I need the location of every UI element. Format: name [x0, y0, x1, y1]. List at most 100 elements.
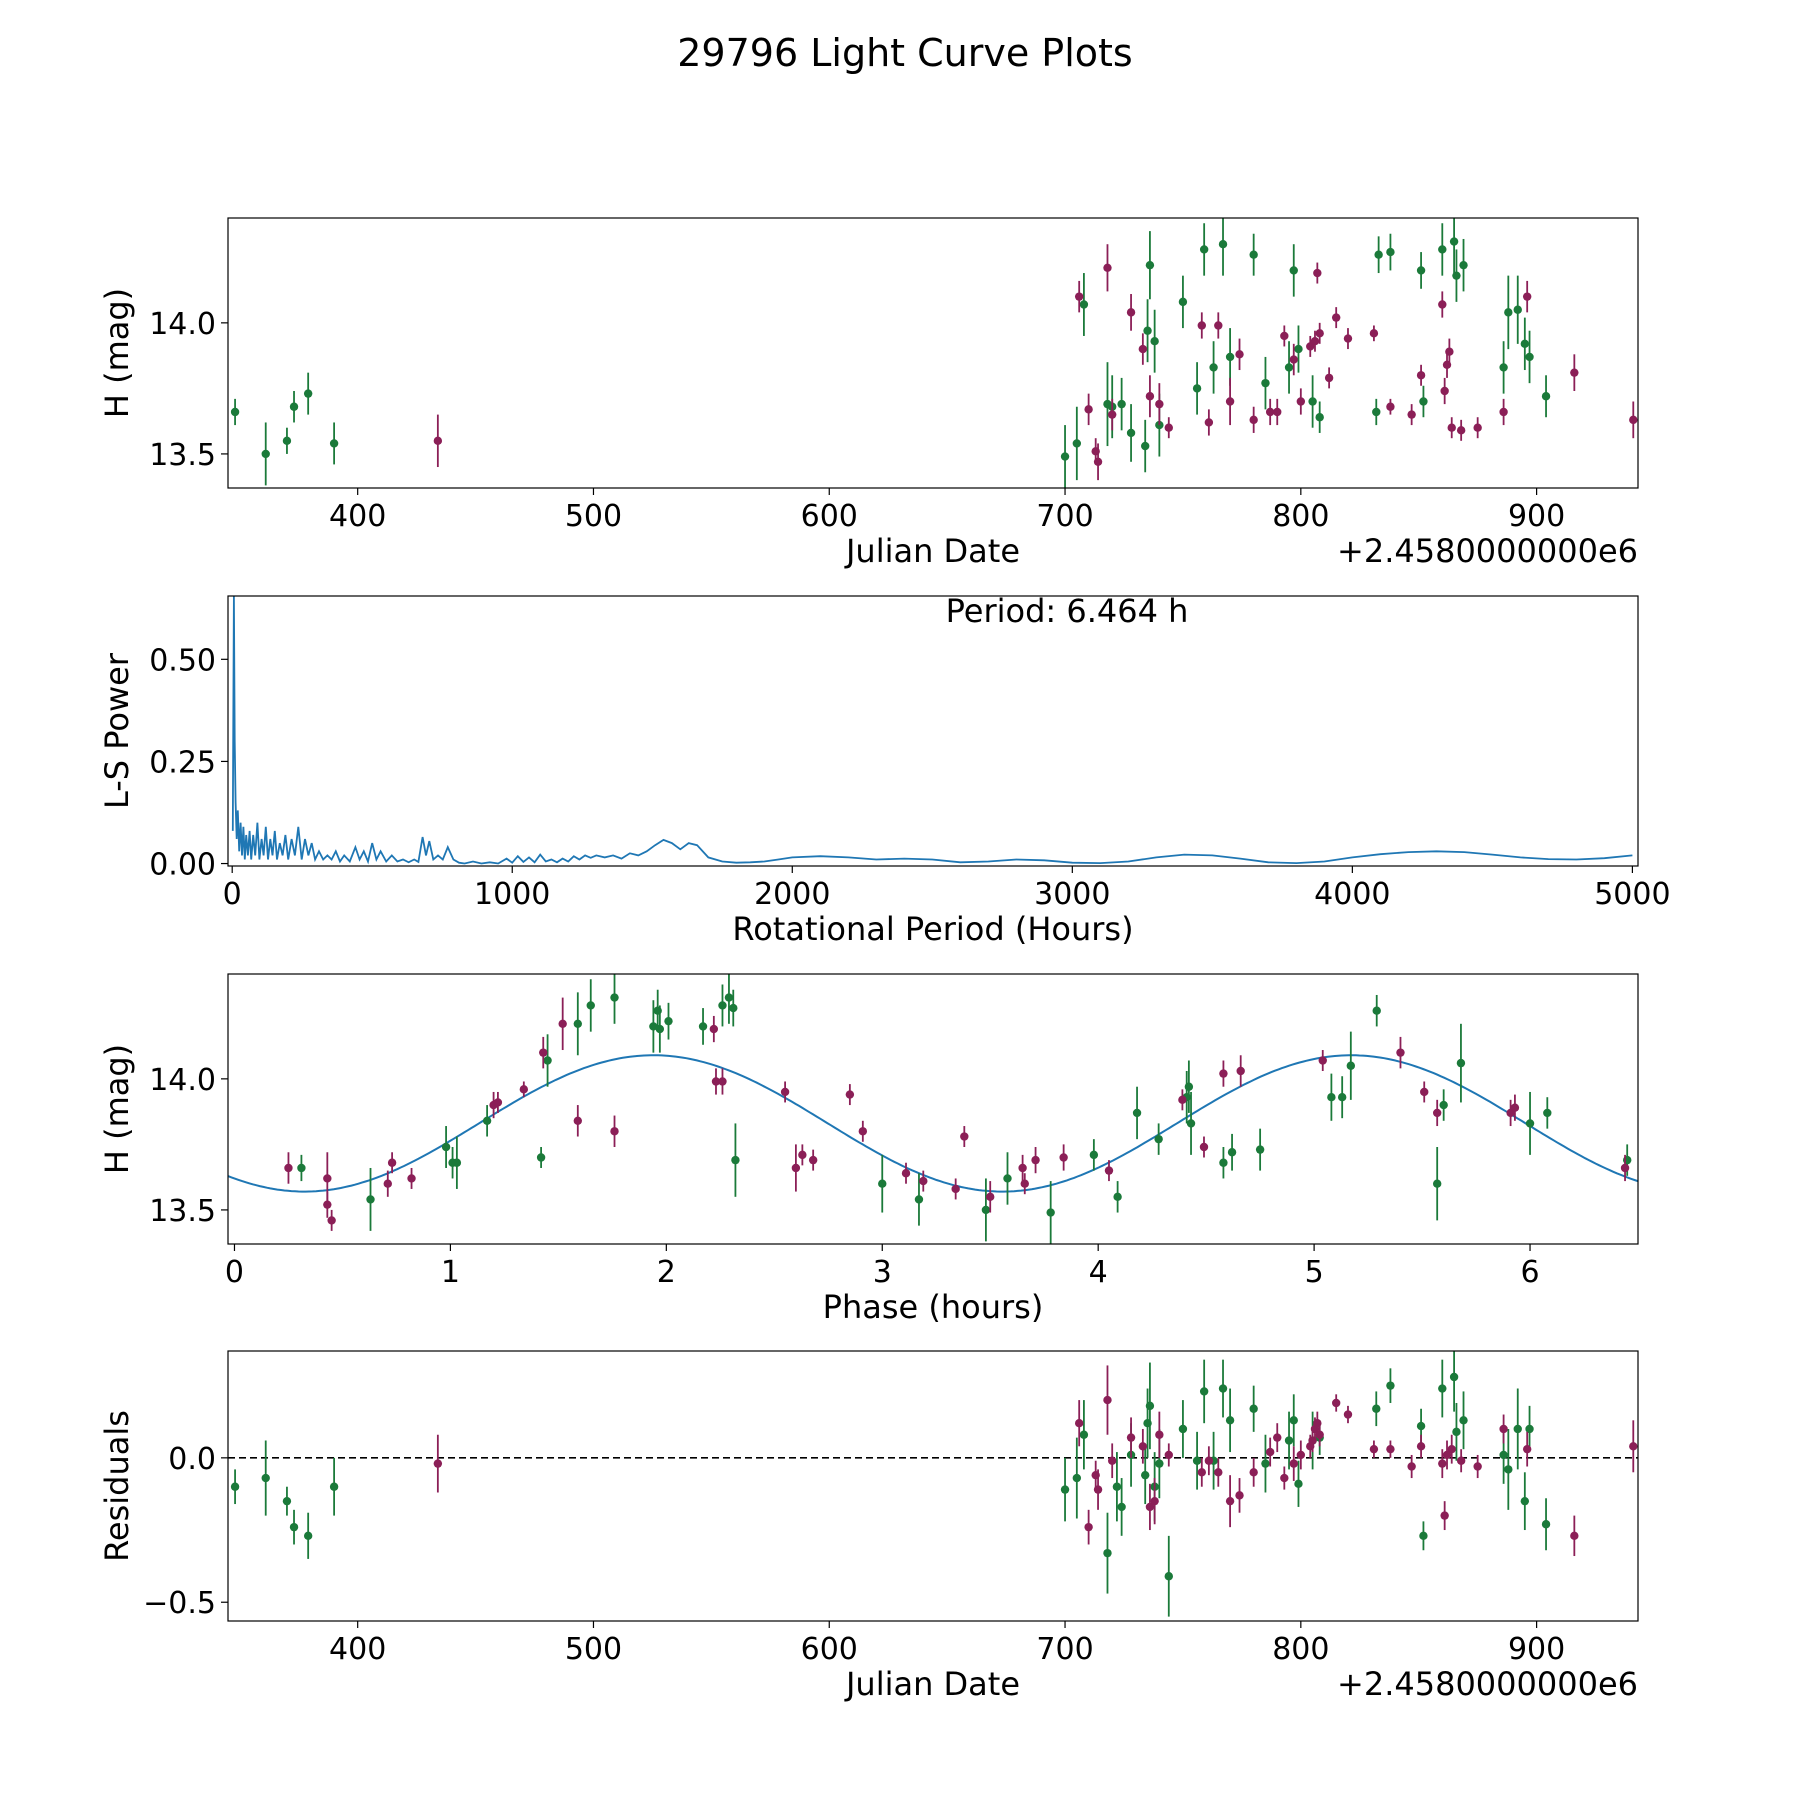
green-data-point [718, 1001, 727, 1010]
green-data-point [981, 1205, 991, 1215]
green-data-point [1337, 1093, 1347, 1102]
purple-data-point [1020, 1179, 1029, 1188]
green-data-point [543, 1056, 552, 1065]
green-data-point [1178, 1424, 1188, 1434]
periodogram-ytick-label: 0.50 [149, 643, 216, 678]
purple-data-point [1432, 1108, 1442, 1118]
purple-data-point [1265, 407, 1275, 417]
periodogram-xtick-label: 3000 [1034, 877, 1110, 912]
green-data-point [1003, 1174, 1012, 1183]
periodogram-xtick-label: 2000 [754, 877, 830, 912]
purple-data-point [1145, 1502, 1155, 1512]
residuals-xtick-label: 400 [329, 1632, 386, 1667]
periodogram-ticks: 0 1000 2000 3000 4000 5000 0.00 0.25 0.50 [149, 643, 1670, 912]
green-data-point [1541, 392, 1551, 401]
purple-data-point [387, 1158, 397, 1167]
green-data-point [1386, 1381, 1395, 1390]
phased-ytick-label: 13.5 [149, 1194, 216, 1229]
green-data-point [1525, 1424, 1534, 1434]
purple-data-point [1331, 1398, 1341, 1408]
purple-data-point [1447, 1444, 1456, 1454]
purple-data-point [1145, 392, 1155, 401]
purple-data-point [1093, 457, 1103, 466]
residuals-frame [227, 1350, 1639, 1622]
green-data-point [366, 1195, 375, 1204]
purple-data-point [383, 1179, 392, 1188]
lightcurve-xtick-label: 500 [565, 499, 622, 534]
purple-data-point [1235, 1491, 1244, 1500]
purple-data-point [1499, 1424, 1508, 1434]
green-data-point [1284, 363, 1294, 372]
purple-data-point [1155, 1430, 1164, 1439]
green-data-point [1504, 308, 1513, 317]
phased-xtick-label: 5 [1305, 1255, 1324, 1290]
green-data-point [1452, 271, 1461, 280]
green-data-point [1219, 1158, 1228, 1167]
lightcurve-xtick-label: 400 [329, 499, 386, 534]
green-data-point [482, 1116, 492, 1125]
figure-title: 29796 Light Curve Plots [677, 31, 1132, 75]
green-data-point [655, 1024, 665, 1034]
purple-data-point [1103, 1395, 1112, 1405]
green-data-point [289, 402, 299, 411]
phased-xtick-label: 1 [441, 1255, 460, 1290]
green-data-point [1449, 237, 1459, 246]
green-data-point [303, 1531, 313, 1541]
purple-data-point [1499, 407, 1508, 417]
green-data-point [1249, 250, 1258, 259]
lightcurve-xtick-label: 800 [1272, 499, 1329, 534]
purple-data-point [1084, 1522, 1093, 1532]
purple-data-point [1522, 292, 1532, 301]
residuals-ylabel: Residuals [98, 1410, 136, 1562]
green-data-point [1089, 1150, 1099, 1160]
green-data-point [1218, 240, 1228, 249]
purple-data-point [1296, 1450, 1306, 1460]
green-data-point [729, 1003, 738, 1013]
purple-data-point [1199, 1142, 1209, 1152]
green-data-point [1513, 305, 1522, 314]
green-data-point [261, 449, 270, 459]
periodogram-marks [231, 596, 1633, 865]
green-data-point [649, 1022, 658, 1031]
green-data-point [1184, 1082, 1194, 1091]
green-data-point [1113, 1192, 1122, 1202]
purple-data-point [1313, 268, 1322, 278]
purple-data-point [1155, 399, 1164, 409]
green-data-point [1141, 1470, 1150, 1480]
purple-data-point [1396, 1048, 1405, 1057]
periodogram-ytick-label: 0.25 [149, 745, 216, 780]
purple-data-point [1570, 1531, 1579, 1541]
purple-data-point [1225, 397, 1235, 406]
green-data-point [1346, 1061, 1356, 1070]
purple-data-point [1407, 410, 1416, 419]
lightcurve-xtick-label: 700 [1036, 499, 1093, 534]
residuals-xtick-label: 700 [1036, 1632, 1093, 1667]
green-data-point [1199, 245, 1209, 254]
green-data-point [1438, 245, 1447, 254]
green-data-point [1308, 397, 1317, 406]
purple-data-point [1296, 397, 1306, 406]
purple-data-point [1440, 386, 1449, 396]
purple-data-point [1416, 371, 1426, 380]
residuals-ytick-label: 0.0 [168, 1442, 216, 1477]
green-data-point [536, 1153, 546, 1162]
purple-data-point [1074, 1418, 1084, 1428]
purple-data-point [1447, 423, 1456, 432]
phased-ticks: 0 1 2 3 4 5 6 13.5 14.0 [149, 1063, 1539, 1290]
green-data-point [1186, 1119, 1196, 1128]
purple-data-point [327, 1216, 336, 1225]
purple-data-point [1280, 331, 1289, 341]
green-data-point [1060, 1485, 1070, 1494]
green-data-point [1103, 1548, 1112, 1558]
green-data-point [724, 993, 734, 1002]
green-data-point [1154, 1134, 1163, 1144]
green-data-point [586, 1001, 595, 1010]
purple-data-point [858, 1127, 868, 1136]
purple-data-point [1456, 426, 1466, 435]
residuals-panel: 400 500 600 700 800 900 −0.5 0.0 Julian Date Re… [98, 1350, 1639, 1703]
phased-ylabel: H (mag) [98, 1044, 136, 1174]
purple-data-point [1456, 1456, 1466, 1465]
green-data-point [698, 1022, 708, 1031]
green-data-point [731, 1155, 740, 1165]
sine-model-curve [228, 1054, 1638, 1193]
